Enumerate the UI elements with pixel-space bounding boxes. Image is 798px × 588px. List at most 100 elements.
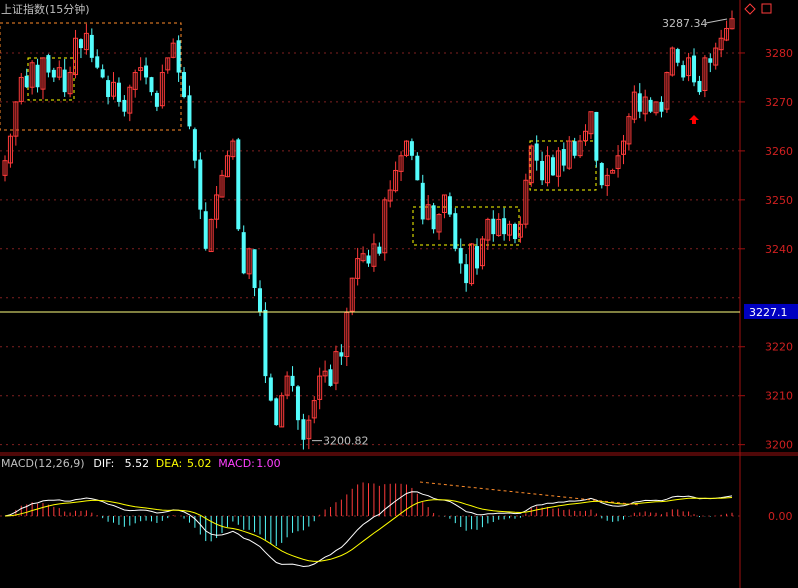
candle-body [29, 62, 35, 88]
candle-body [355, 258, 361, 279]
current-price-tag [744, 303, 798, 319]
candle-body [165, 57, 171, 71]
price-tick-label: 3200 [765, 439, 793, 452]
candle-body [555, 150, 561, 177]
macd-zero-label: 0.00 [768, 510, 793, 523]
candle-body [230, 140, 236, 158]
candle-body [198, 159, 203, 210]
candle-body [718, 37, 724, 51]
candle-body [713, 47, 719, 66]
price-tick-label: 3250 [765, 194, 793, 207]
candle-body [626, 116, 632, 145]
candle-body [485, 218, 491, 241]
candle-body [409, 141, 414, 156]
chart-title: 上证指数(15分钟) [1, 2, 90, 16]
price-grid [0, 52, 740, 446]
pattern-box [0, 22, 182, 131]
candle-body [46, 55, 51, 73]
candle-body [89, 34, 94, 58]
candle-body [208, 218, 214, 253]
candle-body [507, 223, 513, 236]
candle-body [599, 163, 604, 186]
candle-body [83, 32, 89, 51]
candle-body [187, 95, 192, 127]
candle-body [512, 223, 517, 240]
candle-body [540, 160, 545, 181]
low-price-label: 3200.82 [323, 435, 369, 448]
candle-body [328, 369, 333, 386]
price-tick-label: 3220 [765, 341, 793, 354]
candle-body [56, 67, 62, 78]
candle-body [176, 40, 181, 73]
candle-body [149, 77, 154, 93]
candle-body [469, 243, 475, 285]
candle-body [241, 232, 246, 274]
candle-body [322, 370, 328, 377]
candle-body [219, 174, 225, 198]
candle-body [257, 288, 262, 313]
pattern-box [27, 57, 75, 101]
candle-body [170, 42, 176, 58]
candle-body [686, 57, 692, 77]
candle-body [274, 398, 279, 426]
candle-body [2, 160, 8, 176]
candle-body [702, 57, 708, 91]
dif-line [4, 491, 733, 568]
candle-body [729, 18, 735, 30]
candle-body [441, 194, 447, 213]
candle-body [18, 76, 24, 102]
candle-body [127, 86, 133, 114]
candle-body [550, 157, 555, 176]
candle-body [106, 80, 111, 98]
dea-label: DEA: [156, 457, 182, 470]
candle-body [403, 140, 409, 156]
candle-body [122, 99, 127, 112]
price-tick-label: 3210 [765, 390, 793, 403]
candle-body [453, 213, 458, 249]
divergence-line [419, 481, 641, 506]
candle-body [458, 248, 463, 264]
candle-body [95, 56, 100, 68]
candle-body [620, 140, 626, 155]
overlay: 上证指数(15分钟) 3287.34 3200.82 MACD(12,26,9) DIF… [1, 2, 772, 470]
candle-body [35, 64, 40, 88]
candle-body [144, 65, 149, 78]
candle-body [382, 199, 388, 254]
candle-body [377, 246, 382, 254]
macd-panel [0, 481, 740, 568]
candle-body [610, 169, 616, 174]
price-tick-label: 3240 [765, 243, 793, 256]
candle-body [464, 264, 469, 284]
candle-body [24, 75, 29, 88]
candle-body [561, 149, 566, 166]
candle-body [681, 65, 686, 78]
dea-line [4, 497, 733, 562]
dif-label: DIF: [93, 457, 114, 470]
candle-body [545, 155, 551, 184]
candle-body [268, 377, 273, 401]
candle-body [523, 179, 529, 225]
candle-body [224, 155, 230, 178]
candle-body [192, 129, 197, 161]
candle-body [67, 72, 73, 95]
candle-body [393, 169, 399, 192]
candle-body [349, 277, 355, 312]
candle-body [62, 69, 67, 93]
candle-body [111, 81, 117, 97]
candle-body [138, 67, 144, 71]
candle-body [290, 375, 295, 386]
diamond-icon [744, 3, 756, 15]
candle-body [387, 189, 393, 202]
candle-body [398, 155, 404, 172]
candle-body [366, 255, 371, 264]
candle-body [279, 395, 285, 428]
candle-body [78, 39, 83, 49]
candle-body [692, 55, 697, 83]
candle-body [496, 218, 502, 236]
candle-body [7, 135, 13, 164]
candle-body [333, 351, 339, 384]
candle-body [420, 182, 425, 220]
candle-body [577, 140, 583, 157]
